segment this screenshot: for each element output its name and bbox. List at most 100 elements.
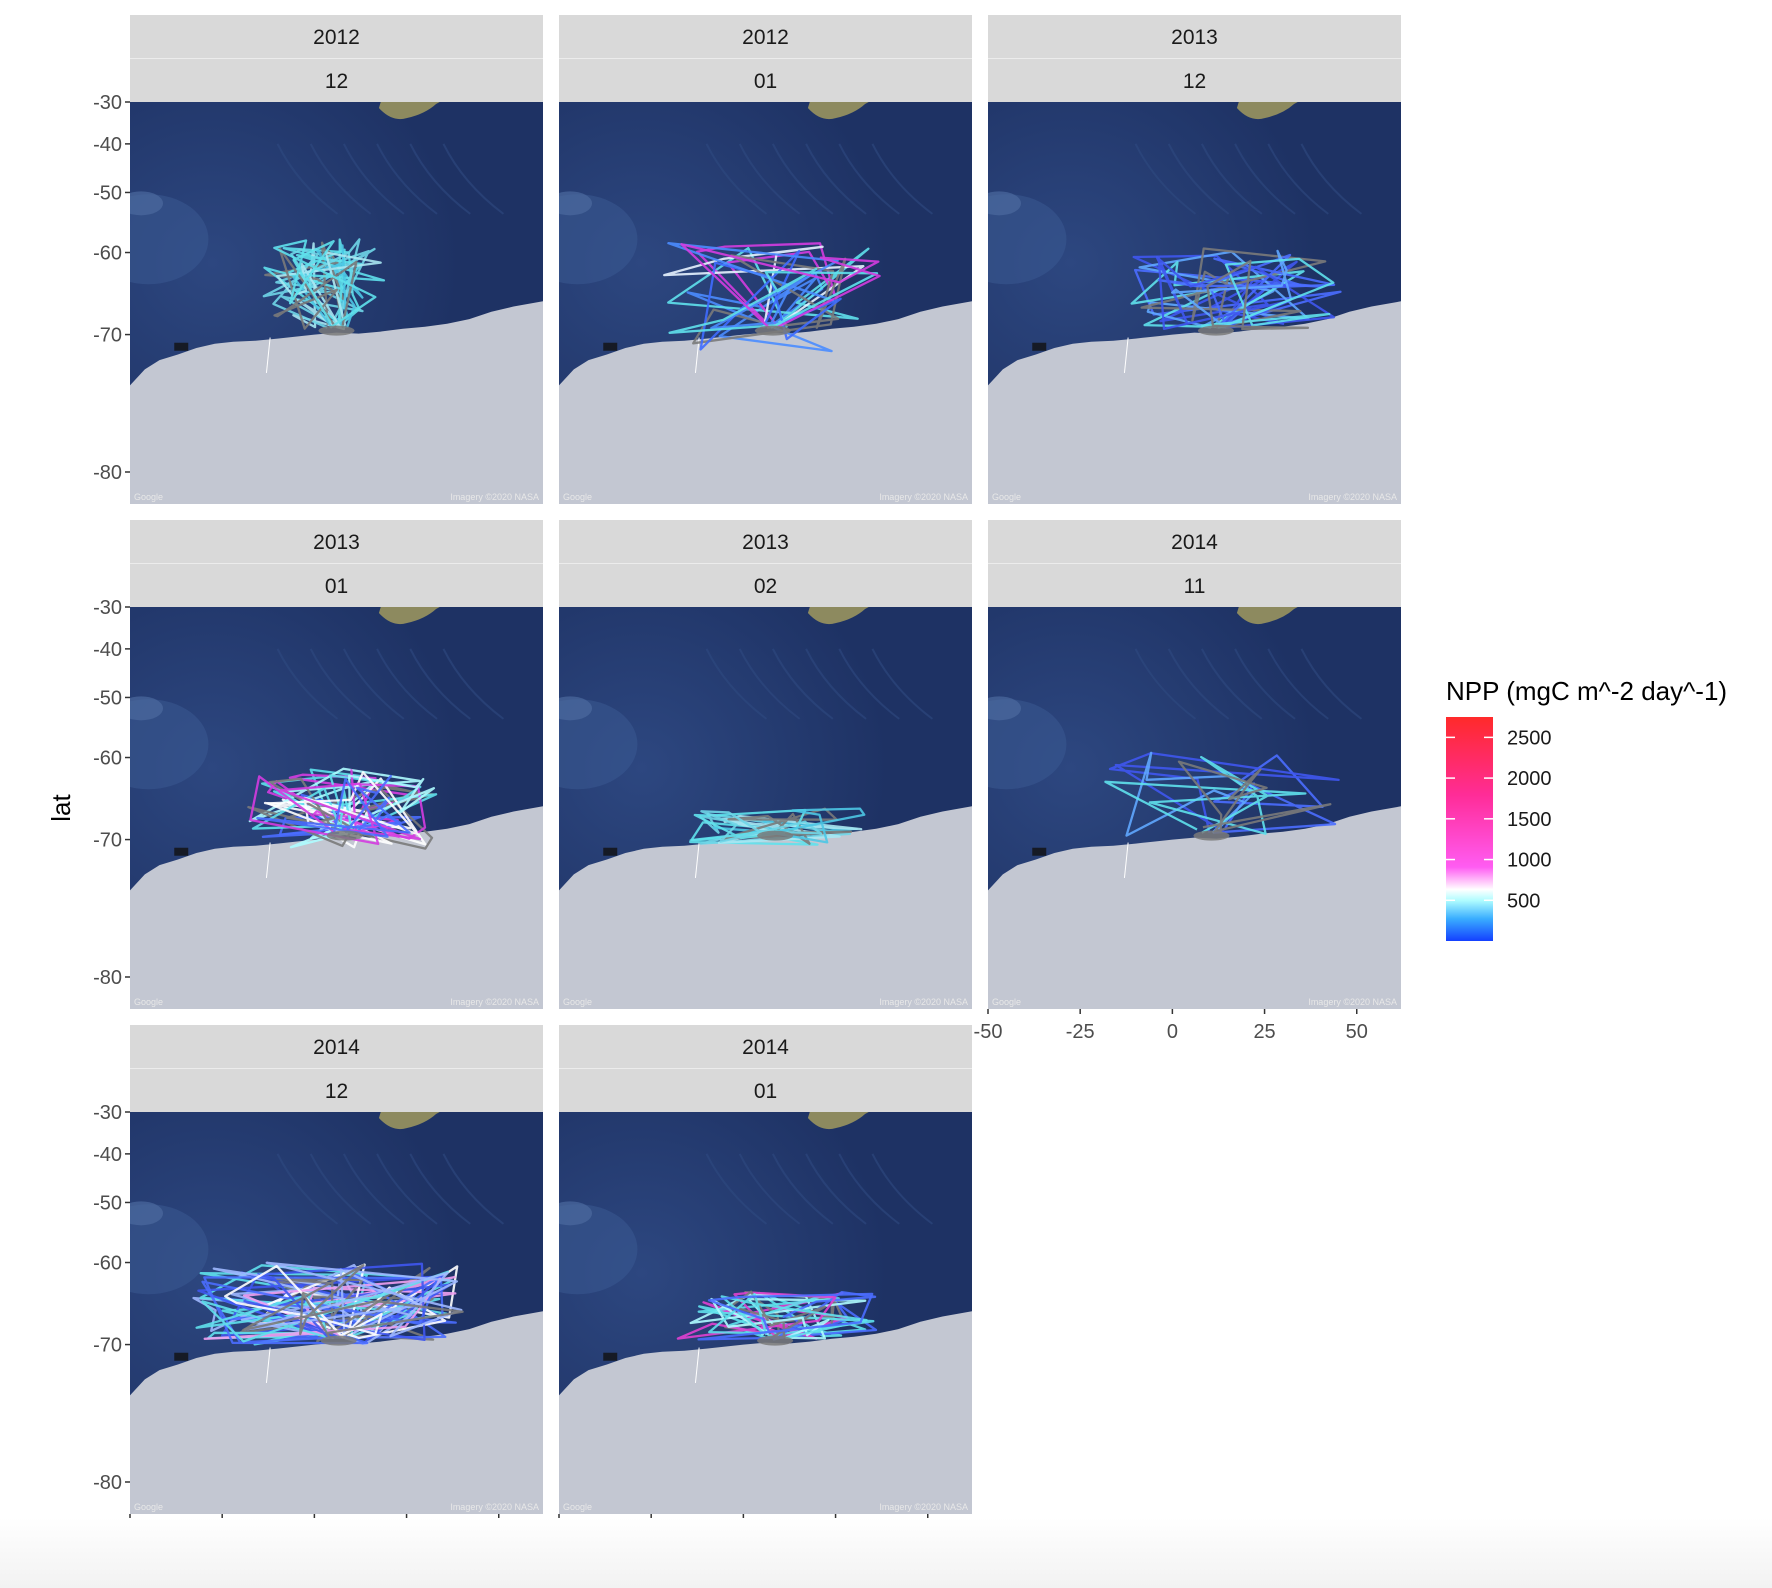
animal-track bbox=[264, 1263, 447, 1340]
ice-crack bbox=[694, 1347, 700, 1383]
animal-track bbox=[243, 1261, 463, 1338]
facet-year-label: 2013 bbox=[742, 531, 789, 554]
map-credit-imagery: Imagery ©2020 NASA bbox=[450, 1502, 539, 1512]
colony-cluster bbox=[1197, 325, 1234, 336]
facet-2013-02: 2013 02 Google Imagery ©2020 NASA bbox=[559, 520, 972, 1009]
window-bottom-edge bbox=[0, 1518, 1772, 1588]
seafloor-ridge bbox=[838, 1153, 900, 1225]
y-tick-label: -60 bbox=[93, 748, 122, 770]
x-tick-label: 50 bbox=[1346, 1021, 1368, 1043]
animal-track bbox=[697, 1292, 874, 1341]
shelf-shading bbox=[559, 1204, 638, 1295]
colony-cluster bbox=[320, 1335, 357, 1346]
map-credit-google: Google bbox=[563, 1502, 592, 1512]
island-shelf bbox=[559, 696, 593, 721]
facet-month-label: 11 bbox=[1184, 575, 1206, 598]
map-credit-google: Google bbox=[134, 997, 163, 1007]
rock-outcrop bbox=[603, 1352, 618, 1361]
seafloor-ridge bbox=[838, 648, 900, 720]
seafloor-ridge bbox=[442, 648, 505, 720]
seafloor-ridge bbox=[805, 648, 867, 720]
seafloor-ridge bbox=[1267, 648, 1329, 720]
y-tick-label: -30 bbox=[93, 597, 122, 619]
seafloor-ridge bbox=[1300, 143, 1363, 215]
seafloor-ridge bbox=[376, 648, 438, 720]
animal-track bbox=[1206, 259, 1310, 331]
animal-track bbox=[663, 245, 865, 329]
animal-track bbox=[1201, 257, 1335, 329]
map-credit-imagery: Imagery ©2020 NASA bbox=[450, 997, 539, 1007]
seafloor-ridge bbox=[276, 143, 339, 215]
animal-track bbox=[690, 808, 807, 842]
africa-landmass bbox=[378, 607, 440, 625]
map-panel: Google Imagery ©2020 NASA bbox=[130, 607, 543, 1009]
antarctica-landmass bbox=[559, 806, 972, 1009]
y-tick-label: -50 bbox=[93, 687, 122, 709]
rock-outcrop bbox=[603, 342, 618, 351]
rock-outcrop bbox=[603, 847, 618, 856]
antarctica-landmass bbox=[559, 1311, 972, 1514]
facet-year-label: 2014 bbox=[742, 1036, 789, 1059]
map-credit-google: Google bbox=[992, 997, 1021, 1007]
seafloor-ridge bbox=[409, 648, 471, 720]
colony-cluster bbox=[318, 325, 355, 336]
shelf-shading bbox=[988, 699, 1067, 790]
facet-month-label: 12 bbox=[1183, 70, 1206, 93]
animal-track bbox=[276, 251, 382, 329]
map-panel: Google Imagery ©2020 NASA bbox=[559, 1112, 972, 1514]
seafloor-ridge bbox=[805, 143, 867, 215]
map-credit-imagery: Imagery ©2020 NASA bbox=[879, 492, 968, 502]
seafloor-ridge bbox=[442, 143, 505, 215]
animal-track bbox=[224, 1264, 383, 1339]
rock-outcrop bbox=[174, 1352, 189, 1361]
facet-month-label: 01 bbox=[754, 1080, 777, 1103]
rock-outcrop bbox=[174, 847, 189, 856]
rock-outcrop bbox=[174, 342, 189, 351]
x-tick-label: -25 bbox=[1066, 1021, 1095, 1043]
africa-landmass bbox=[1236, 607, 1298, 625]
animal-track bbox=[1130, 260, 1305, 329]
seafloor-ridge bbox=[1134, 143, 1197, 215]
animal-track bbox=[708, 1292, 868, 1339]
animal-track bbox=[676, 1291, 837, 1340]
facet-2013-12: 2013 12 Google Imagery ©2020 NASA bbox=[988, 15, 1401, 504]
colony-cluster bbox=[757, 830, 794, 841]
x-tick-label: 25 bbox=[1253, 1021, 1275, 1043]
seafloor-ridge bbox=[771, 143, 834, 215]
seafloor-ridge bbox=[442, 1153, 505, 1225]
animal-track bbox=[272, 774, 438, 836]
colorbar-ticks: 2500 2000 1500 1000 500 bbox=[1446, 727, 1552, 912]
shelf-shading bbox=[988, 194, 1067, 285]
y-tick-label: -80 bbox=[93, 1472, 122, 1494]
facet-year-label: 2013 bbox=[313, 531, 360, 554]
facet-month-label: 12 bbox=[325, 70, 348, 93]
facet-year-label: 2014 bbox=[313, 1036, 360, 1059]
colony-cluster bbox=[757, 1335, 794, 1346]
rock-outcrop bbox=[1032, 847, 1047, 856]
seafloor-ridge bbox=[805, 1153, 867, 1225]
map-credit-imagery: Imagery ©2020 NASA bbox=[1308, 492, 1397, 502]
y-tick-label: -80 bbox=[93, 462, 122, 484]
shelf-shading bbox=[130, 699, 209, 790]
facet-month-label: 02 bbox=[754, 575, 777, 598]
map-credit-imagery: Imagery ©2020 NASA bbox=[879, 1502, 968, 1512]
y-tick-label: -70 bbox=[93, 1335, 122, 1357]
antarctica-landmass bbox=[988, 806, 1401, 1009]
animal-track bbox=[266, 771, 419, 836]
map-credit-imagery: Imagery ©2020 NASA bbox=[1308, 997, 1397, 1007]
colorbar-label: 2000 bbox=[1507, 768, 1552, 790]
seafloor-ridge bbox=[738, 1153, 801, 1225]
seafloor-ridge bbox=[276, 1153, 339, 1225]
animal-track bbox=[273, 246, 358, 330]
seafloor-ridge bbox=[738, 143, 801, 215]
animal-track bbox=[1171, 249, 1293, 329]
animal-track bbox=[256, 774, 411, 838]
ice-crack bbox=[265, 842, 271, 878]
animal-track bbox=[680, 243, 881, 329]
y-tick-label: -40 bbox=[93, 639, 122, 661]
animal-track bbox=[261, 796, 401, 838]
map-panel: Google Imagery ©2020 NASA bbox=[559, 607, 972, 1009]
seafloor-ridge bbox=[409, 1153, 471, 1225]
colorbar-label: 2500 bbox=[1507, 727, 1552, 749]
